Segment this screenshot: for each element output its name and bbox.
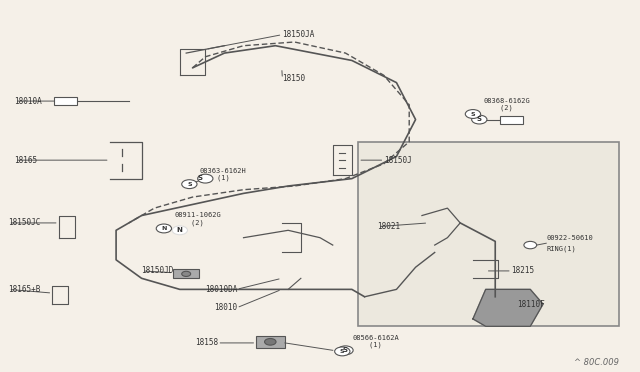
Text: 18215: 18215 [511,266,534,275]
Circle shape [338,346,353,355]
Text: S: S [340,349,344,354]
Circle shape [182,271,191,276]
Text: 18150: 18150 [282,74,305,83]
Text: S: S [343,347,348,353]
Text: 08368-6162G
    (2): 08368-6162G (2) [483,97,530,111]
Circle shape [182,180,197,189]
Text: RING(1): RING(1) [546,246,576,252]
Text: 18150JD: 18150JD [141,266,174,275]
Text: 18010DA: 18010DA [205,285,237,294]
Text: N: N [161,226,166,231]
Bar [256,336,285,349]
Circle shape [172,226,188,235]
Text: 18158: 18158 [195,339,218,347]
Text: 18021: 18021 [378,222,401,231]
Circle shape [264,339,276,345]
Text: 00922-50610: 00922-50610 [546,235,593,241]
Bar [173,269,199,278]
Text: S: S [470,112,476,116]
Bar [358,142,620,326]
Text: 18150J: 18150J [384,155,412,165]
Text: N: N [177,227,183,233]
Text: 18010A: 18010A [14,97,42,106]
Text: S: S [477,116,482,122]
Bar [500,116,523,124]
Text: 08363-6162H
    (1): 08363-6162H (1) [200,168,246,181]
Text: 18150JA: 18150JA [282,30,314,39]
Polygon shape [473,289,543,326]
Text: 18150JC: 18150JC [8,218,40,227]
Circle shape [335,347,350,356]
Text: 18165+B: 18165+B [8,285,40,294]
Circle shape [465,110,481,118]
Text: 08566-6162A
    (1): 08566-6162A (1) [353,335,399,349]
Bar [54,97,77,105]
Circle shape [198,174,213,183]
Circle shape [156,224,172,233]
Text: ^ 80C.009: ^ 80C.009 [575,358,620,367]
Text: 18165: 18165 [14,155,37,165]
Text: S: S [187,182,192,187]
Text: 08911-1062G
    (2): 08911-1062G (2) [174,212,221,225]
Text: 18110F: 18110F [518,300,545,309]
Circle shape [472,115,487,124]
Text: S: S [198,175,203,181]
Circle shape [524,241,537,249]
Text: 18010: 18010 [214,303,237,312]
